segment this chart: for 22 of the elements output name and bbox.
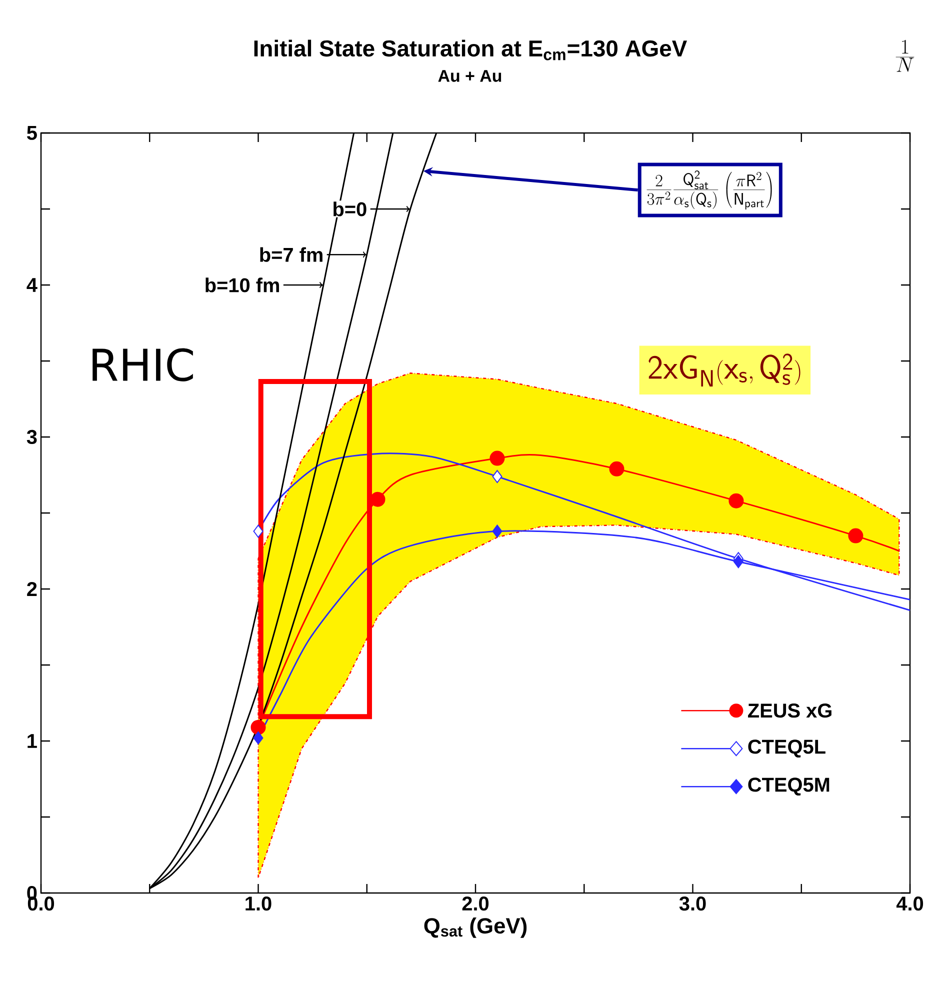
y-tick-label: 4: [26, 278, 38, 292]
annotation: b=10 fm: [206, 278, 279, 292]
annotation: RHIC: [92, 348, 193, 382]
y-tick-label: 1: [28, 734, 37, 748]
x-tick-label: 2.0: [462, 896, 489, 911]
legend-label: ZEUS xG: [748, 704, 832, 718]
y-tick-label: 2: [27, 582, 37, 596]
x-tick-label: 3.0: [679, 896, 706, 911]
legend-label: CTEQ5L: [748, 740, 826, 758]
chart-subtitle: Au + Au: [438, 70, 502, 82]
y-tick-label: 3: [26, 430, 37, 444]
x-axis-title: Q$_{sat}$ (GeV): [424, 917, 527, 938]
text: $\frac{1}{N}$: [896, 40, 914, 72]
annotation: $\mathsf{2xG_N(x_s,Q_s^2)}$: [648, 354, 800, 387]
annotation: b=0: [334, 202, 366, 216]
annotation: $\frac{2}{3\pi^2}\frac{\mathsf{Q_{sat}^2}}{\alpha_{\mathsf{s}}(\mathsf{Q_s})}\left(\frac{\pi \mathsf{R}^2}{\mathsf{N_{part}}}\right)$: [646, 170, 772, 210]
y-tick-label: 5: [27, 126, 37, 140]
legend-label: CTEQ5M: [748, 778, 830, 796]
x-tick-label: 1.0: [246, 896, 272, 911]
chart-title: Initial State Saturation at E$_{cm}$=130 AGeV: [254, 40, 687, 60]
x-tick-label: 4.0: [896, 896, 924, 911]
annotation: b=7 fm: [260, 247, 322, 262]
